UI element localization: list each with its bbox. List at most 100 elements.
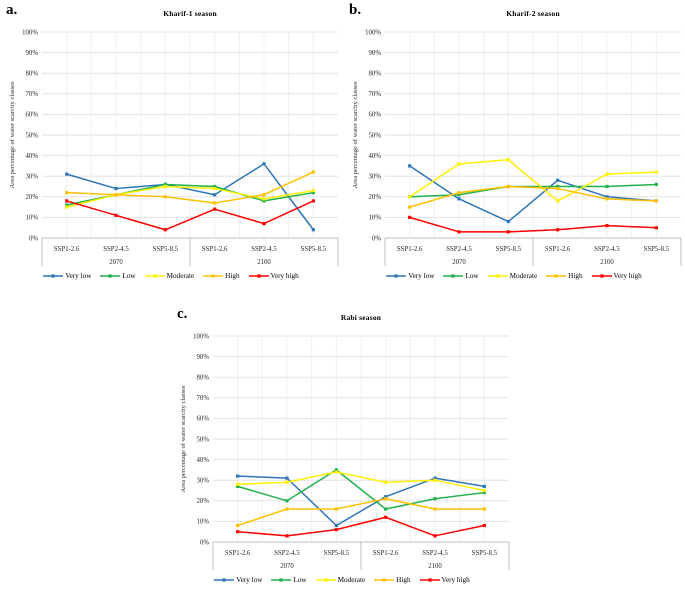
legend-marker-icon	[487, 274, 508, 278]
legend-label: Low	[122, 272, 136, 280]
marker-moderate	[433, 478, 437, 482]
marker-very-high	[433, 534, 437, 538]
legend-item: Very low	[43, 272, 91, 280]
legend-label: Very low	[236, 576, 263, 584]
y-tick-label: 50%	[369, 132, 382, 139]
y-tick-label: 90%	[369, 50, 382, 57]
marker-very-high	[262, 221, 266, 226]
marker-very-high	[506, 230, 510, 234]
legend-marker-icon	[203, 274, 224, 278]
y-tick-label: 20%	[197, 498, 210, 505]
legend-item: Very low	[214, 576, 262, 584]
marker-very-high	[408, 215, 412, 219]
legend-item: High	[374, 576, 411, 584]
marker-high	[408, 205, 412, 209]
marker-very-high	[457, 230, 461, 234]
x-group-label: 2070	[280, 563, 294, 570]
series-line-very-high	[237, 516, 485, 537]
y-tick-label: 40%	[369, 153, 382, 160]
x-group-label: 2070	[109, 259, 123, 266]
series-line-very-low	[66, 163, 314, 231]
marker-high	[163, 195, 167, 199]
legend-label: Very low	[65, 272, 92, 280]
marker-low	[163, 182, 167, 187]
x-category-label: SSP1-2.6	[225, 550, 251, 557]
y-axis-label: Area percentage of water scarcity classe…	[352, 81, 359, 188]
y-tick-label: 50%	[26, 132, 39, 139]
series-line-very-low	[237, 475, 485, 527]
legend-item: Very high	[248, 272, 299, 280]
marker-moderate	[262, 197, 266, 201]
y-tick-label: 20%	[369, 194, 382, 201]
legend-marker-icon	[248, 274, 269, 278]
y-tick-label: 80%	[197, 375, 210, 382]
legend-marker-icon	[315, 578, 336, 582]
y-tick-label: 70%	[26, 91, 39, 98]
y-tick-label: 100%	[193, 333, 209, 340]
series-line-moderate	[409, 158, 657, 202]
chart-kharif-1: 0% 10% 20% 30% 40% 50% 60% 70% 80% 90% 100% SSP1-2.…	[9, 29, 339, 266]
legend-marker-icon	[419, 578, 440, 582]
marker-moderate	[605, 172, 609, 176]
marker-very-high	[605, 224, 609, 228]
marker-moderate	[408, 195, 412, 199]
y-tick-label: 60%	[369, 112, 382, 119]
x-category-label: SSP5-8.5	[496, 246, 522, 253]
legend-label: Very low	[408, 272, 435, 280]
y-tick-label: 90%	[197, 354, 210, 361]
marker-high	[506, 184, 510, 189]
legend-marker-icon	[591, 274, 612, 278]
series-line-moderate	[66, 185, 314, 208]
y-tick-label: 100%	[365, 29, 381, 36]
legend-label: High	[396, 576, 411, 584]
legend-kharif-1: Very low Low Moderate High Very high	[0, 272, 342, 280]
legend-item: High	[546, 272, 583, 280]
legend-label: Moderate	[337, 576, 366, 584]
y-tick-label: 10%	[369, 215, 382, 222]
y-tick-label: 0%	[200, 539, 209, 546]
marker-low	[236, 484, 240, 488]
marker-moderate	[311, 189, 315, 193]
legend-marker-icon	[443, 274, 464, 278]
legend-label: Very high	[270, 272, 299, 280]
legend-marker-icon	[374, 578, 395, 582]
x-category-label: SSP1-2.6	[202, 246, 228, 253]
marker-very-high	[163, 228, 167, 232]
panel-label-a: a.	[6, 2, 18, 18]
legend-label: High	[568, 272, 583, 280]
marker-very-low	[433, 476, 437, 480]
marker-moderate	[506, 158, 510, 162]
marker-moderate	[654, 170, 658, 174]
x-category-label: SSP5-8.5	[644, 246, 670, 253]
y-tick-label: 80%	[26, 71, 39, 78]
marker-very-low	[457, 197, 461, 201]
marker-moderate	[285, 480, 289, 484]
legend-label: High	[225, 272, 240, 280]
marker-very-high	[114, 213, 118, 217]
marker-high	[384, 497, 388, 501]
marker-very-low	[506, 219, 510, 224]
x-category-label: SSP1-2.6	[54, 246, 80, 253]
y-tick-label: 10%	[26, 215, 39, 222]
legend-marker-icon	[386, 274, 407, 278]
chart-kharif-2: 0% 10% 20% 30% 40% 50% 60% 70% 80% 90% 100% SSP1-2.…	[352, 29, 682, 266]
series-line-very-high	[409, 216, 657, 233]
legend-marker-icon	[43, 274, 64, 278]
x-category-label: SSP5-8.5	[301, 246, 327, 253]
y-tick-label: 90%	[26, 50, 39, 57]
marker-low	[334, 468, 338, 472]
legend-item: Low	[100, 272, 136, 280]
y-tick-label: 40%	[197, 457, 210, 464]
marker-high	[457, 191, 461, 195]
marker-high	[433, 507, 437, 511]
marker-moderate	[65, 205, 69, 209]
y-tick-label: 80%	[369, 71, 382, 78]
x-category-label: SSP5-8.5	[472, 550, 498, 557]
y-axis-label: Area percentage of water scarcity classe…	[9, 81, 16, 188]
marker-low	[213, 184, 217, 189]
legend-label: Moderate	[166, 272, 195, 280]
y-tick-label: 10%	[197, 519, 210, 526]
chart-title-kharif-1: Kharif-1 season	[163, 9, 217, 18]
marker-high	[311, 170, 315, 174]
x-category-label: SSP1-2.6	[545, 246, 571, 253]
